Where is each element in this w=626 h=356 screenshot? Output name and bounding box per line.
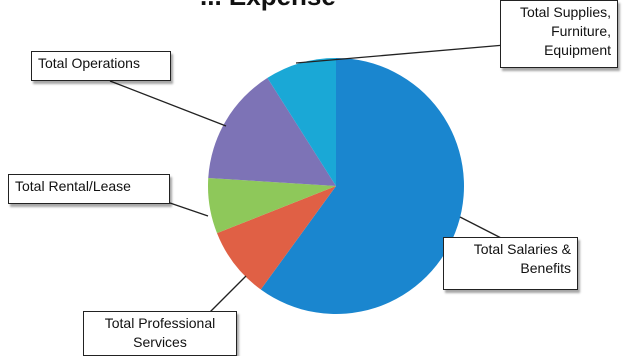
label-text-line-1: Total Salaries & <box>473 241 571 257</box>
leader-line-operations <box>109 80 227 127</box>
label-text-line-1: Total Supplies, <box>519 4 611 20</box>
label-total-professional-services: Total Professional Services <box>83 311 237 356</box>
label-text-line-1: Total Professional <box>104 315 216 331</box>
label-total-salaries-benefits: Total Salaries & Benefits <box>443 237 578 290</box>
leader-line-salaries <box>459 216 506 241</box>
leader-line-supplies <box>295 44 506 64</box>
pie-slice-total-supplies-furniture-equipment <box>267 58 336 186</box>
label-total-operations: Total Operations <box>31 51 171 81</box>
pie-slice-total-salaries-benefits <box>260 58 465 315</box>
pie-slice-total-operations <box>208 77 336 186</box>
leader-line-rental <box>169 202 209 217</box>
label-text-line-2: Services <box>133 334 187 350</box>
label-text: Total Operations <box>38 55 140 71</box>
pie-slice-total-professional-services <box>216 186 336 290</box>
leader-line-professional <box>209 275 247 313</box>
label-text: Total Rental/Lease <box>15 178 131 194</box>
label-total-rental-lease: Total Rental/Lease <box>8 174 170 204</box>
label-text-line-2: Benefits <box>520 260 571 276</box>
label-text-line-2: Furniture, <box>551 23 611 39</box>
label-text-line-3: Equipment <box>544 42 611 58</box>
label-total-supplies-furniture-equipment: Total Supplies, Furniture, Equipment <box>500 0 618 68</box>
chart-title: ... Expense <box>200 0 460 12</box>
pie-slice-total-rental-lease <box>207 177 336 234</box>
